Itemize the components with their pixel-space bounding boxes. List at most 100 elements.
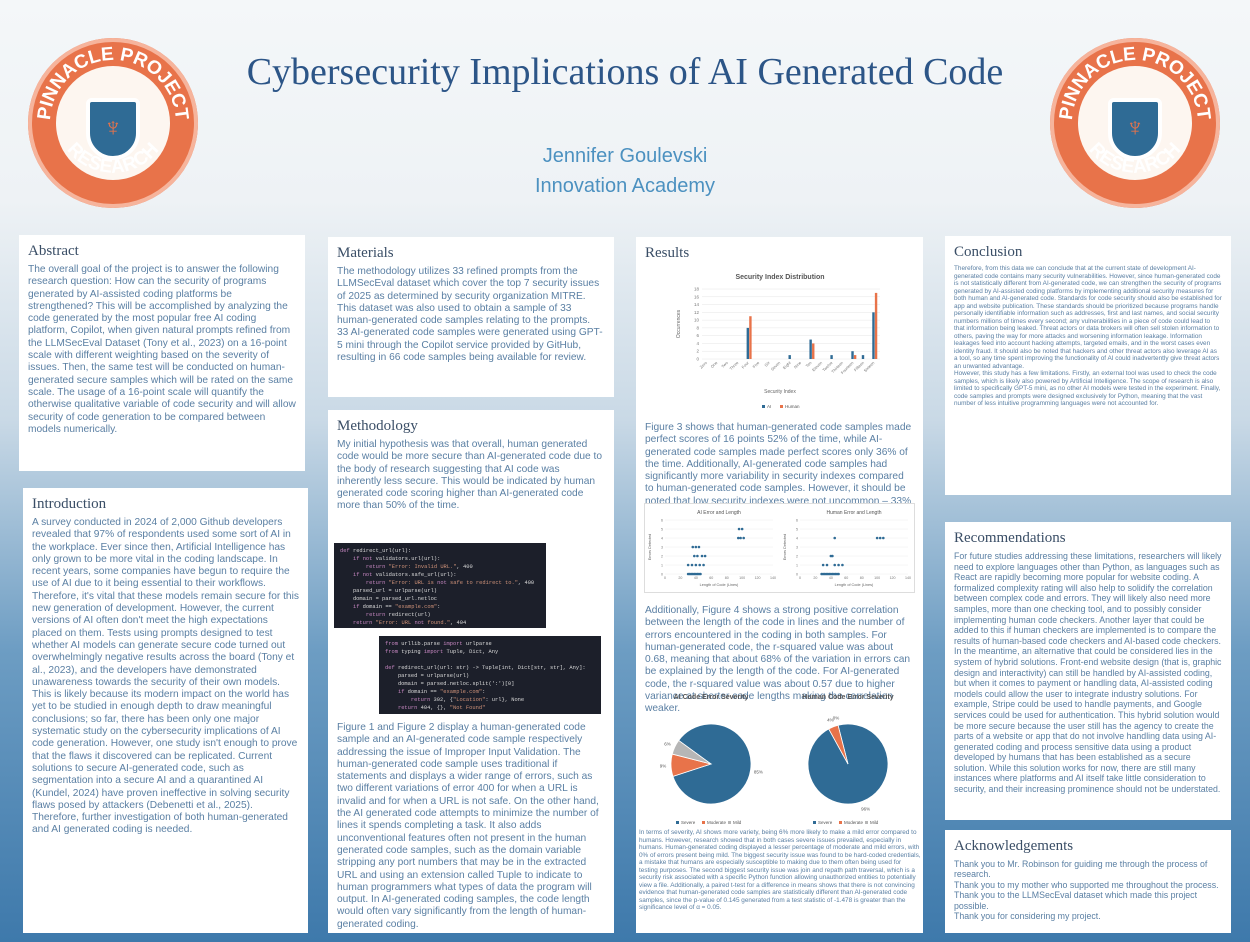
- y-tick-label: 4: [696, 341, 699, 346]
- author-name: Jennifer Goulevski: [542, 145, 708, 167]
- scatter-point: [742, 536, 745, 540]
- x-tick-label: 20: [813, 576, 817, 580]
- y-tick-label: 4: [661, 537, 663, 541]
- scatter-point: [831, 554, 834, 558]
- x-axis-label: Security Index: [764, 389, 796, 395]
- ack-line-4: Thank you for considering my project.: [954, 911, 1101, 922]
- x-tick-label: 40: [829, 576, 833, 580]
- y-tick-label: 16: [694, 294, 700, 299]
- pinnacle-logo-left: ♆ PINNACLE PROJECT RESEARCH: [28, 38, 198, 208]
- ack-line-3: Thank you to the LLMSecEval dataset whic…: [954, 890, 1198, 911]
- code-line: domain = parsed.netloc.split(':')[0]: [385, 681, 515, 687]
- x-tick-label: Four: [740, 360, 750, 370]
- x-tick-label: Nine: [793, 360, 803, 370]
- bar-ai: [788, 355, 791, 359]
- school-name: Innovation Academy: [534, 175, 716, 197]
- scatter-point: [698, 563, 702, 567]
- scatter-point: [702, 563, 705, 567]
- svg-text:PINNACLE PROJECT: PINNACLE PROJECT: [1056, 44, 1214, 122]
- legend-swatch: [780, 405, 783, 408]
- x-tick-label: 60: [709, 576, 713, 580]
- bar-ai: [809, 339, 812, 359]
- svg-text:RESEARCH: RESEARCH: [63, 139, 163, 178]
- pie-slice-moderate: [828, 724, 849, 765]
- y-axis-label: Occurrences: [676, 309, 682, 338]
- y-axis-label: Errors Detected: [648, 534, 652, 561]
- y-tick-label: 1: [796, 564, 798, 568]
- data-label: 0%: [833, 716, 840, 721]
- x-tick-label: Sixteen: [863, 360, 876, 373]
- legend-swatch: [813, 821, 816, 824]
- recommendations-heading: Recommendations: [954, 530, 1066, 546]
- x-tick-label: 60: [844, 576, 848, 580]
- recommendations-text-2: In the meantime, an alternative that cou…: [954, 646, 1222, 795]
- legend-swatch: [865, 821, 868, 824]
- chart-title: AI Code Error Severity: [674, 694, 749, 701]
- x-tick-label: 20: [678, 576, 682, 580]
- x-tick-label: Eleven: [811, 360, 823, 372]
- data-label: 4%: [827, 717, 834, 722]
- y-tick-label: 3: [796, 546, 798, 550]
- y-tick-label: 0: [696, 357, 699, 362]
- ack-line-2: Thank you to my mother who supported me …: [954, 879, 1219, 890]
- y-tick-label: 3: [661, 546, 663, 550]
- code-line: return 404, {}, "Not Found": [397, 705, 486, 711]
- x-tick-label: 100: [739, 576, 745, 580]
- code-line: if domain == "example.com":: [397, 689, 486, 695]
- methodology-heading: Methodology: [337, 418, 418, 434]
- scatter-point: [699, 572, 702, 576]
- y-tick-label: 10: [694, 318, 700, 323]
- bar-ai: [746, 327, 750, 359]
- scatter-point: [694, 563, 698, 567]
- recommendations-panel: Recommendations For future studies addre…: [945, 522, 1231, 820]
- y-tick-label: 12: [694, 310, 700, 315]
- x-tick-label: Five: [751, 360, 760, 369]
- y-tick-label: 2: [796, 555, 798, 559]
- introduction-heading: Introduction: [32, 496, 107, 512]
- x-tick-label: 80: [725, 576, 729, 580]
- x-tick-label: Eight: [782, 360, 793, 371]
- x-tick-label: One: [710, 360, 719, 369]
- code-line: [385, 656, 595, 664]
- x-tick-label: Ten: [805, 360, 813, 368]
- code-line: return 302, {"Location": url}, None: [410, 697, 525, 703]
- poster-title: Cybersecurity Implications of AI Generat…: [246, 51, 1004, 93]
- scatter-point: [841, 563, 844, 567]
- y-tick-label: 2: [696, 349, 699, 354]
- shield-icon: [1108, 98, 1162, 160]
- chart-title: Human Error and Length: [826, 510, 881, 516]
- code-line: return "Error: URL not found.", 404: [352, 620, 467, 626]
- methodology-text-2: Figure 1 and Figure 2 display a human-ge…: [337, 722, 599, 930]
- code-line: domain = parsed_url.netloc: [340, 596, 438, 602]
- y-axis-label: Errors Detected: [783, 534, 787, 561]
- x-tick-label: Seven: [770, 360, 782, 372]
- methodology-text-1: My initial hypothesis was that overall, …: [337, 439, 603, 512]
- results-heading: Results: [645, 245, 690, 261]
- legend-swatch: [702, 821, 705, 824]
- legend-label: Mild: [733, 820, 742, 825]
- chart-title: AI Error and Length: [697, 510, 741, 516]
- x-tick-label: 140: [770, 576, 776, 580]
- scatter-point: [882, 536, 885, 540]
- results-text-3: In terms of severity, AI shows more vari…: [639, 829, 921, 911]
- conclusion-heading: Conclusion: [954, 244, 1023, 260]
- scatter-point: [833, 536, 837, 540]
- x-tick-label: Three: [728, 360, 739, 371]
- acknowledgements-heading: Acknowledgements: [954, 838, 1074, 854]
- code-line: return "Error: Invalid URL.", 400: [365, 564, 473, 570]
- x-axis-label: Length of Code (Lines): [835, 583, 874, 587]
- y-tick-label: 0: [796, 573, 798, 577]
- acknowledgements-panel: Acknowledgements Thank you to Mr. Robins…: [945, 830, 1231, 933]
- code-line: return "Error: URL is not safe to redire…: [365, 580, 535, 586]
- bar-ai: [872, 312, 875, 359]
- y-tick-label: 6: [661, 519, 663, 523]
- x-tick-label: 140: [905, 576, 911, 580]
- x-tick-label: Two: [720, 360, 729, 369]
- abstract-heading: Abstract: [28, 243, 79, 259]
- data-label: 6%: [664, 742, 671, 747]
- legend-label: Moderate: [707, 820, 727, 825]
- bar-ai: [851, 351, 854, 359]
- code-line: if not validators.safe_url(url):: [352, 572, 457, 578]
- abstract-text: The overall goal of the project is to an…: [28, 264, 296, 435]
